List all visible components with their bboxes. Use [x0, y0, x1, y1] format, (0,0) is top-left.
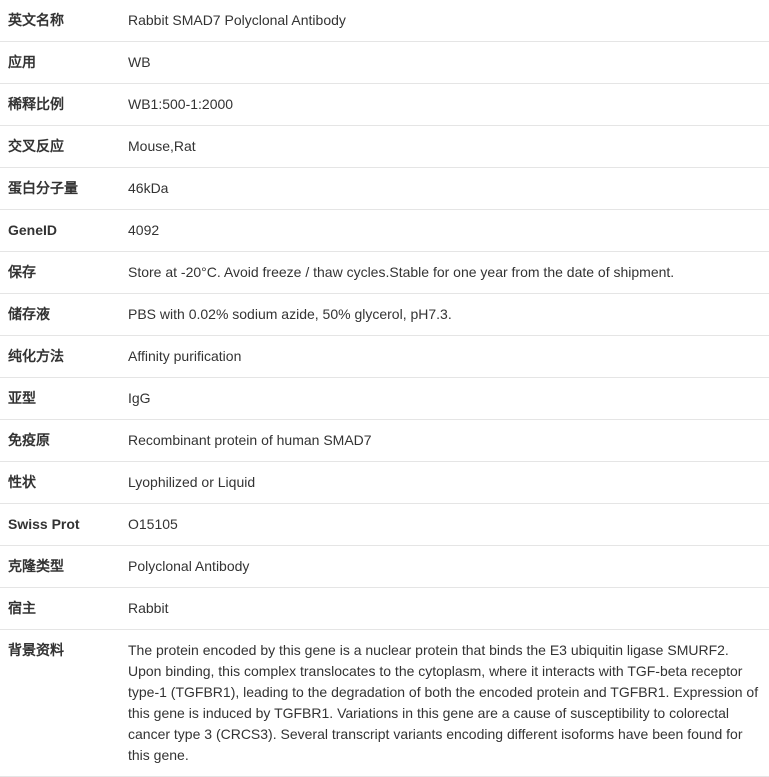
table-row: 应用 WB — [0, 42, 769, 84]
row-value: Store at -20°C. Avoid freeze / thaw cycl… — [120, 252, 769, 294]
row-label: 性状 — [0, 462, 120, 504]
table-row: 宿主 Rabbit — [0, 588, 769, 630]
table-row: 免疫原 Recombinant protein of human SMAD7 — [0, 420, 769, 462]
row-label: 应用 — [0, 42, 120, 84]
row-label: 免疫原 — [0, 420, 120, 462]
spec-table: 英文名称 Rabbit SMAD7 Polyclonal Antibody 应用… — [0, 0, 769, 777]
row-label: 亚型 — [0, 378, 120, 420]
spec-table-body: 英文名称 Rabbit SMAD7 Polyclonal Antibody 应用… — [0, 0, 769, 777]
row-value: WB — [120, 42, 769, 84]
row-label: 稀释比例 — [0, 84, 120, 126]
row-value: Lyophilized or Liquid — [120, 462, 769, 504]
table-row: 亚型 IgG — [0, 378, 769, 420]
table-row: GeneID 4092 — [0, 210, 769, 252]
table-row: 蛋白分子量 46kDa — [0, 168, 769, 210]
table-row: 稀释比例 WB1:500-1:2000 — [0, 84, 769, 126]
row-label: 英文名称 — [0, 0, 120, 42]
row-value: Rabbit SMAD7 Polyclonal Antibody — [120, 0, 769, 42]
row-value: WB1:500-1:2000 — [120, 84, 769, 126]
row-value: O15105 — [120, 504, 769, 546]
row-value: Mouse,Rat — [120, 126, 769, 168]
table-row: 储存液 PBS with 0.02% sodium azide, 50% gly… — [0, 294, 769, 336]
row-label: 保存 — [0, 252, 120, 294]
row-label: 宿主 — [0, 588, 120, 630]
row-value: 46kDa — [120, 168, 769, 210]
row-label: 克隆类型 — [0, 546, 120, 588]
row-label: 背景资料 — [0, 630, 120, 777]
row-value: Rabbit — [120, 588, 769, 630]
table-row: Swiss Prot O15105 — [0, 504, 769, 546]
table-row: 英文名称 Rabbit SMAD7 Polyclonal Antibody — [0, 0, 769, 42]
row-label: 交叉反应 — [0, 126, 120, 168]
row-label: 蛋白分子量 — [0, 168, 120, 210]
row-value: Polyclonal Antibody — [120, 546, 769, 588]
row-label: 储存液 — [0, 294, 120, 336]
table-row: 纯化方法 Affinity purification — [0, 336, 769, 378]
row-label: Swiss Prot — [0, 504, 120, 546]
table-row: 性状 Lyophilized or Liquid — [0, 462, 769, 504]
row-value: PBS with 0.02% sodium azide, 50% glycero… — [120, 294, 769, 336]
table-row: 克隆类型 Polyclonal Antibody — [0, 546, 769, 588]
table-row: 保存 Store at -20°C. Avoid freeze / thaw c… — [0, 252, 769, 294]
row-value: Recombinant protein of human SMAD7 — [120, 420, 769, 462]
row-value: The protein encoded by this gene is a nu… — [120, 630, 769, 777]
table-row: 交叉反应 Mouse,Rat — [0, 126, 769, 168]
table-row: 背景资料 The protein encoded by this gene is… — [0, 630, 769, 777]
row-value: IgG — [120, 378, 769, 420]
row-label: 纯化方法 — [0, 336, 120, 378]
row-value: Affinity purification — [120, 336, 769, 378]
row-label: GeneID — [0, 210, 120, 252]
row-value: 4092 — [120, 210, 769, 252]
